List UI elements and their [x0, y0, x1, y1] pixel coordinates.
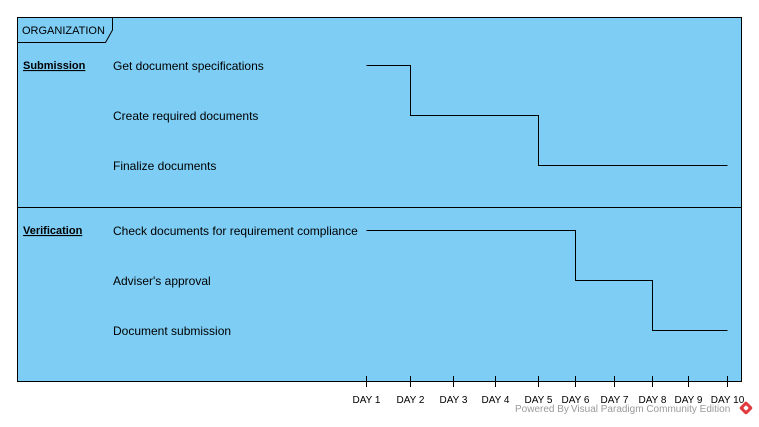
- day-label: DAY 4: [482, 395, 510, 406]
- state-timeline-verification: [366, 230, 728, 331]
- day-label: DAY 3: [440, 395, 468, 406]
- lane-label-verification: Verification: [23, 225, 83, 237]
- task-label: Check documents for requirement complian…: [113, 224, 358, 238]
- task-label: Get document specifications: [113, 59, 264, 73]
- task-label: Finalize documents: [113, 159, 216, 173]
- frame-title-tab: [17, 17, 113, 43]
- day-label: DAY 10: [711, 395, 745, 406]
- task-label: Create required documents: [113, 109, 258, 123]
- day-label: DAY 8: [639, 395, 667, 406]
- task-label: Document submission: [113, 324, 231, 338]
- lane-label-submission: Submission: [23, 60, 86, 72]
- watermark-text: Powered By Visual Paradigm Community Edi…: [515, 404, 731, 415]
- day-label: DAY 6: [562, 395, 590, 406]
- day-label: DAY 5: [525, 395, 553, 406]
- time-axis: DAY 1 DAY 2 DAY 3 DAY 4 DAY 5 DAY 6 DAY 7 DAY 8…: [353, 376, 745, 406]
- day-label: DAY 2: [397, 395, 425, 406]
- day-label: DAY 9: [675, 395, 703, 406]
- day-label: DAY 1: [353, 395, 381, 406]
- frame-background: [17, 17, 742, 382]
- day-label: DAY 7: [601, 395, 629, 406]
- task-label: Adviser's approval: [113, 274, 211, 288]
- state-timeline-submission: [366, 65, 728, 166]
- frame-title: ORGANIZATION: [22, 25, 105, 37]
